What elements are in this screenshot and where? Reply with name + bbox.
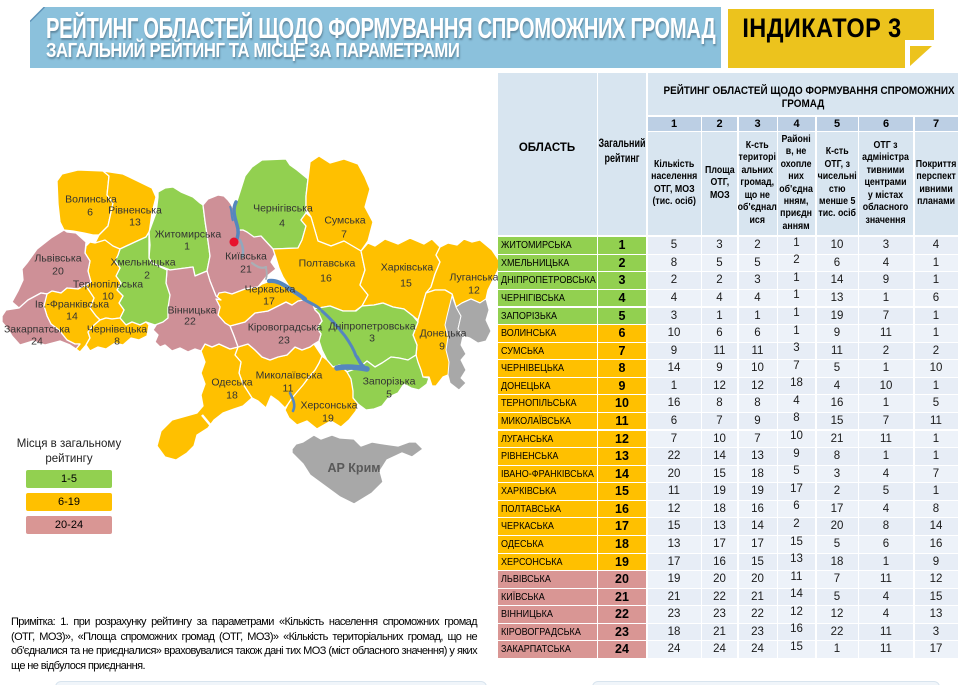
svg-text:24: 24 <box>31 336 43 348</box>
svg-text:13: 13 <box>129 217 141 229</box>
svg-text:Хмельницька: Хмельницька <box>110 257 175 269</box>
svg-text:9: 9 <box>439 341 445 353</box>
svg-text:Черкаська: Черкаська <box>245 284 296 296</box>
svg-text:10: 10 <box>102 291 114 303</box>
svg-text:Херсонська: Херсонська <box>300 400 357 412</box>
svg-text:15: 15 <box>400 278 412 290</box>
svg-text:Одеська: Одеська <box>211 377 252 389</box>
svg-text:Житомирська: Житомирська <box>155 229 222 241</box>
svg-text:11: 11 <box>283 383 294 395</box>
svg-text:5: 5 <box>386 389 392 401</box>
svg-text:2: 2 <box>144 270 150 282</box>
svg-text:Волинська: Волинська <box>65 194 117 206</box>
svg-text:7: 7 <box>341 229 347 241</box>
svg-text:22: 22 <box>184 316 196 328</box>
svg-text:Тернопільська: Тернопільська <box>73 279 143 291</box>
svg-text:Вінницька: Вінницька <box>168 305 217 317</box>
svg-text:Львівська: Львівська <box>34 253 81 265</box>
svg-text:17: 17 <box>263 296 275 308</box>
svg-text:Миколаївська: Миколаївська <box>256 370 323 382</box>
svg-text:Харківська: Харківська <box>381 262 434 274</box>
svg-text:14: 14 <box>66 311 78 323</box>
svg-text:3: 3 <box>369 333 375 345</box>
svg-text:6: 6 <box>87 207 93 219</box>
svg-text:18: 18 <box>226 390 238 402</box>
svg-text:Чернігівська: Чернігівська <box>253 203 313 215</box>
svg-text:19: 19 <box>322 413 334 425</box>
svg-text:16: 16 <box>320 273 332 285</box>
svg-text:12: 12 <box>468 285 480 297</box>
svg-text:Кіровоградська: Кіровоградська <box>248 322 323 334</box>
svg-text:1: 1 <box>184 241 190 253</box>
svg-text:20: 20 <box>52 266 64 278</box>
svg-text:Київська: Київська <box>225 251 267 263</box>
svg-text:Сумська: Сумська <box>324 215 365 227</box>
svg-text:Запорізька: Запорізька <box>363 376 416 388</box>
svg-text:21: 21 <box>240 264 252 276</box>
svg-text:АР Крим: АР Крим <box>327 461 380 475</box>
svg-text:Дніпропетровська: Дніпропетровська <box>328 321 415 333</box>
svg-text:Рівненська: Рівненська <box>108 205 162 217</box>
svg-text:4: 4 <box>279 218 285 230</box>
svg-text:Чернівецька: Чернівецька <box>87 324 147 336</box>
svg-text:Луганська: Луганська <box>450 272 499 284</box>
svg-text:Донецька: Донецька <box>420 328 467 340</box>
svg-text:Закарпатська: Закарпатська <box>4 324 70 336</box>
svg-text:Ів.-Франківська: Ів.-Франківська <box>35 299 109 311</box>
svg-text:8: 8 <box>114 336 120 348</box>
svg-text:Полтавська: Полтавська <box>299 258 356 270</box>
svg-text:23: 23 <box>278 335 290 347</box>
